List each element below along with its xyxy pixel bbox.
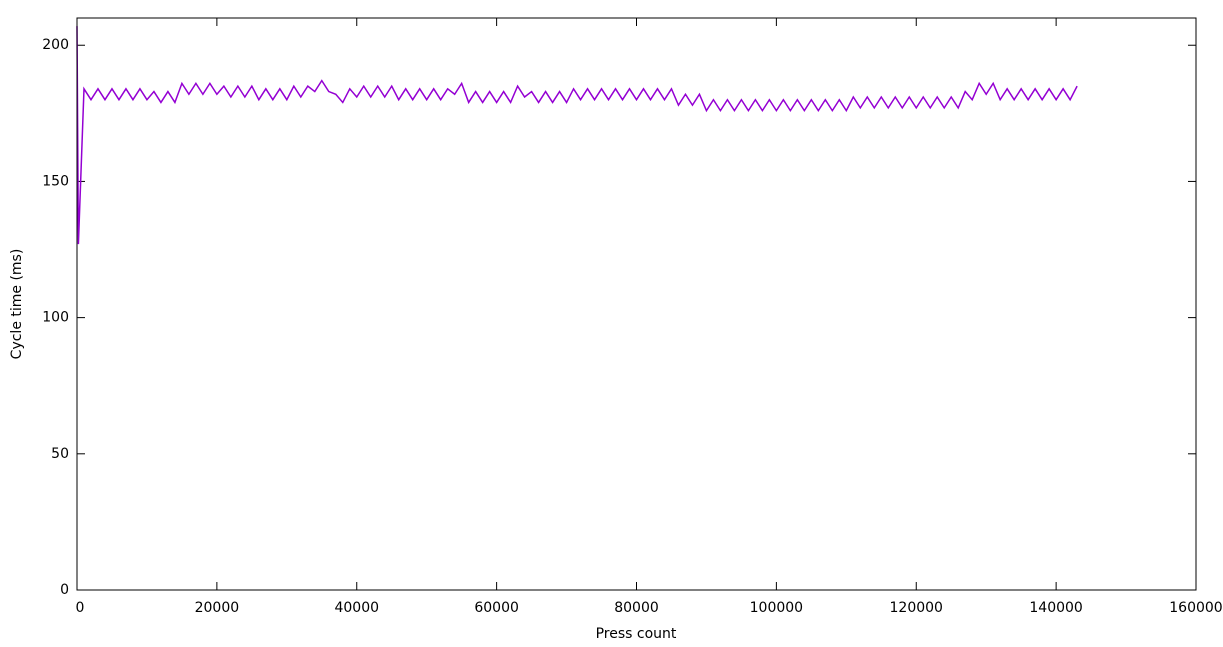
x-tick-label: 120000 (890, 600, 943, 616)
plot-frame (76, 17, 1197, 591)
y-tick-label: 200 (42, 37, 69, 53)
y-tick-label: 150 (42, 173, 69, 189)
x-tick-label: 20000 (195, 600, 240, 616)
x-tick-label: 60000 (474, 600, 519, 616)
y-tick-label: 50 (51, 446, 69, 462)
x-tick-label: 40000 (334, 600, 379, 616)
y-axis-label: Cycle time (ms) (9, 249, 25, 360)
x-tick-label: 160000 (1169, 600, 1222, 616)
x-tick-label: 100000 (750, 600, 803, 616)
data-line (76, 26, 1078, 245)
x-axis-label: Press count (596, 626, 677, 642)
y-tick-label: 0 (60, 582, 69, 598)
y-tick-label: 100 (42, 310, 69, 326)
x-tick-label: 0 (76, 600, 85, 616)
x-tick-label: 80000 (614, 600, 659, 616)
x-tick-label: 140000 (1029, 600, 1082, 616)
